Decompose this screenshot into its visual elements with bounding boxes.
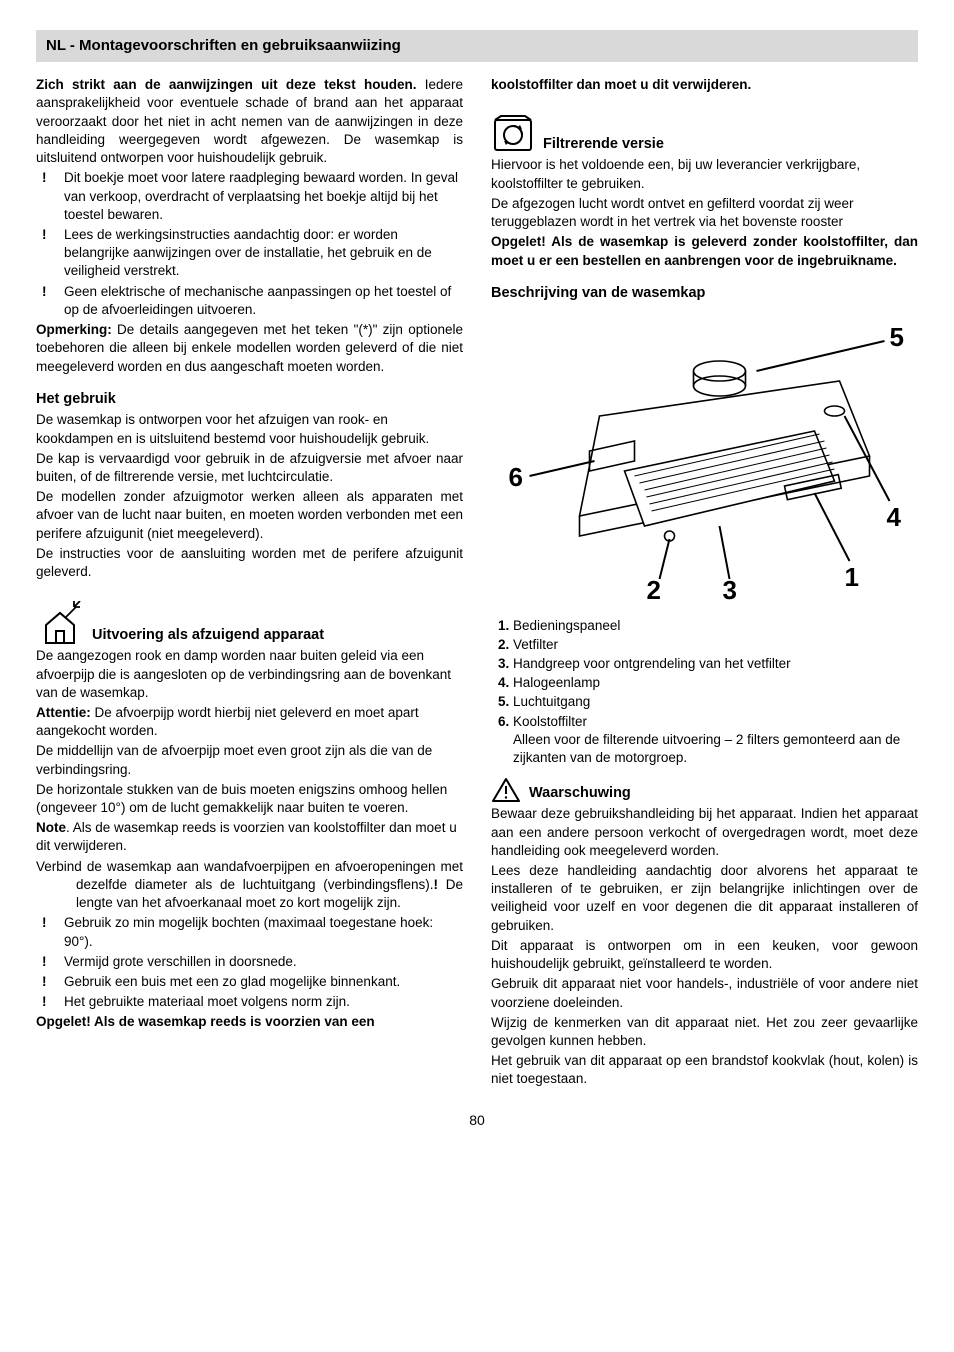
verbind-pre: Verbind de wasemkap aan wandafvoerpijpen… bbox=[36, 859, 463, 892]
w-p4: Gebruik dit apparaat niet voor handels-,… bbox=[491, 975, 918, 1011]
list-item: Dit boekje moet voor latere raadpleging … bbox=[36, 169, 463, 224]
filtrerende-heading: Filtrerende versie bbox=[543, 135, 664, 155]
list-item: Geen elektrische of mechanische aanpassi… bbox=[36, 283, 463, 319]
uitvoering-heading-row: Uitvoering als afzuigend apparaat bbox=[36, 601, 463, 645]
list-item: Gebruik zo min mogelijk bochten (maximaa… bbox=[36, 914, 463, 950]
w-p6: Het gebruik van dit apparaat op een bran… bbox=[491, 1052, 918, 1088]
attentie-label: Attentie: bbox=[36, 705, 91, 720]
uitvoering-heading: Uitvoering als afzuigend apparaat bbox=[92, 626, 324, 646]
diagram-label-3: 3 bbox=[723, 575, 737, 601]
part-6-label: Koolstoffilter bbox=[513, 714, 587, 729]
filtrerende-p1: Hiervoor is het voldoende een, bij uw le… bbox=[491, 156, 918, 192]
w-p1: Bewaar deze gebruikshandleiding bij het … bbox=[491, 805, 918, 860]
gebruik-p4: De instructies voor de aansluiting worde… bbox=[36, 545, 463, 581]
house-arrow-icon bbox=[36, 601, 84, 645]
note-text: . Als de wasemkap reeds is voorzien van … bbox=[36, 820, 457, 853]
part-6-note: Alleen voor de filterende uitvoering – 2… bbox=[513, 731, 918, 767]
list-item: Handgreep voor ontgrendeling van het vet… bbox=[513, 655, 918, 673]
intro-bang-list: Dit boekje moet voor latere raadpleging … bbox=[36, 169, 463, 319]
beschrijving-heading: Beschrijving van de wasemkap bbox=[491, 284, 918, 304]
warning-icon bbox=[491, 777, 521, 803]
list-item: Koolstoffilter Alleen voor de filterende… bbox=[513, 713, 918, 768]
uitvoering-p3: De horizontale stukken van de buis moete… bbox=[36, 781, 463, 817]
gebruik-heading: Het gebruik bbox=[36, 390, 463, 410]
uitvoering-p1: De aangezogen rook en damp worden naar b… bbox=[36, 647, 463, 702]
recirculate-icon bbox=[491, 114, 535, 154]
diagram-label-4: 4 bbox=[887, 502, 902, 532]
w-p5: Wijzig de kenmerken van dit apparaat nie… bbox=[491, 1014, 918, 1050]
list-item: Halogeenlamp bbox=[513, 674, 918, 692]
opgelet2: Opgelet! Als de wasemkap is geleverd zon… bbox=[491, 233, 918, 269]
two-column-layout: Zich strikt aan de aanwijzingen uit deze… bbox=[36, 76, 918, 1090]
opmerking: Opmerking: De details aangegeven met het… bbox=[36, 321, 463, 376]
note-line: Note. Als de wasemkap reeds is voorzien … bbox=[36, 819, 463, 855]
diagram-label-2: 2 bbox=[647, 575, 661, 601]
list-item: Vetfilter bbox=[513, 636, 918, 654]
page-number: 80 bbox=[36, 1111, 918, 1130]
intro-bold: Zich strikt aan de aanwijzingen uit deze… bbox=[36, 77, 416, 92]
filtrerende-heading-row: Filtrerende versie bbox=[491, 114, 918, 154]
gebruik-p1: De wasemkap is ontworpen voor het afzuig… bbox=[36, 411, 463, 447]
note-label: Note bbox=[36, 820, 66, 835]
list-item: Luchtuitgang bbox=[513, 693, 918, 711]
opgelet-carry: Opgelet! Als de wasemkap reeds is voorzi… bbox=[36, 1013, 463, 1031]
list-item: Bedieningspaneel bbox=[513, 617, 918, 635]
verbind-bang-list: Gebruik zo min mogelijk bochten (maximaa… bbox=[36, 914, 463, 1011]
uitvoering-p2: De middellijn van de afvoerpijp moet eve… bbox=[36, 742, 463, 778]
list-item: Gebruik een buis met een zo glad mogelij… bbox=[36, 973, 463, 991]
list-item: Het gebruikte materiaal moet volgens nor… bbox=[36, 993, 463, 1011]
attentie: Attentie: De afvoerpijp wordt hierbij ni… bbox=[36, 704, 463, 740]
gebruik-p3: De modellen zonder afzuigmotor werken al… bbox=[36, 488, 463, 543]
parts-list: Bedieningspaneel Vetfilter Handgreep voo… bbox=[491, 617, 918, 768]
waarschuwing-heading-row: Waarschuwing bbox=[491, 777, 918, 803]
intro-paragraph: Zich strikt aan de aanwijzingen uit deze… bbox=[36, 76, 463, 167]
hood-diagram: 5 4 1 3 2 6 bbox=[491, 311, 918, 606]
diagram-label-5: 5 bbox=[890, 322, 904, 352]
left-column: Zich strikt aan de aanwijzingen uit deze… bbox=[36, 76, 463, 1090]
verbind-line: Verbind de wasemkap aan wandafvoerpijpen… bbox=[36, 858, 463, 913]
section-header: NL - Montagevoorschriften en gebruiksaan… bbox=[36, 30, 918, 62]
opmerking-label: Opmerking: bbox=[36, 322, 112, 337]
w-p2: Lees deze handleiding aandachtig door al… bbox=[491, 862, 918, 935]
filtrerende-p2: De afgezogen lucht wordt ontvet en gefil… bbox=[491, 195, 918, 231]
w-p3: Dit apparaat is ontworpen om in een keuk… bbox=[491, 937, 918, 973]
list-item: Lees de werkingsinstructies aandachtig d… bbox=[36, 226, 463, 281]
attentie-text: De afvoerpijp wordt hierbij niet gelever… bbox=[36, 705, 419, 738]
carry-over: koolstoffilter dan moet u dit verwijdere… bbox=[491, 76, 918, 94]
diagram-label-6: 6 bbox=[509, 462, 523, 492]
gebruik-p2: De kap is vervaardigd voor gebruik in de… bbox=[36, 450, 463, 486]
list-item: Vermijd grote verschillen in doorsnede. bbox=[36, 953, 463, 971]
diagram-label-1: 1 bbox=[845, 562, 859, 592]
waarschuwing-heading: Waarschuwing bbox=[529, 784, 631, 804]
right-column: koolstoffilter dan moet u dit verwijdere… bbox=[491, 76, 918, 1090]
